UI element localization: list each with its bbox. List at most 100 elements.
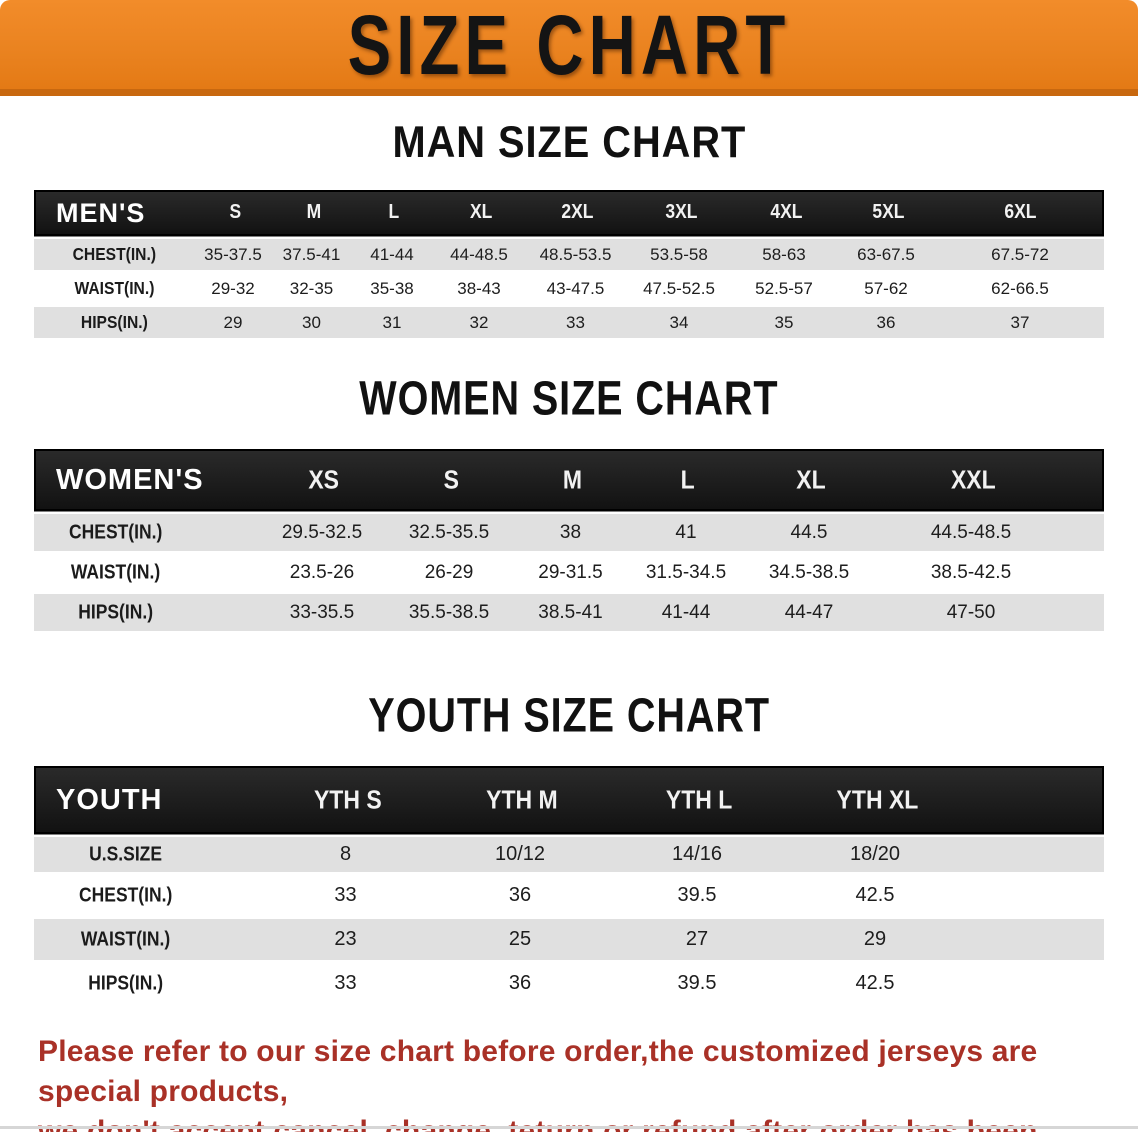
size-value: 44-47 (784, 601, 834, 623)
size-column-header: L (388, 201, 400, 224)
youth-ussize-row: U.S.SIZE 8 10/12 14/16 18/20 (34, 837, 1104, 872)
size-value: 38.5-42.5 (930, 561, 1012, 583)
size-value: 36 (508, 972, 532, 994)
size-value: 35-37.5 (204, 244, 262, 264)
size-value: 36 (508, 884, 532, 906)
size-value: 10/12 (494, 843, 546, 865)
size-value: 42.5 (855, 884, 895, 906)
size-value: 33 (566, 312, 585, 332)
size-value: 32.5-35.5 (408, 521, 490, 543)
size-column-header: 6XL (1003, 201, 1037, 224)
size-value: 33 (334, 884, 357, 906)
size-column-header: YTH M (486, 784, 558, 815)
size-column-header: XL (469, 201, 493, 224)
size-column-header: 5XL (871, 201, 905, 224)
size-value: 41-44 (370, 244, 414, 264)
men-waist-row: WAIST(IN.) 29-32 32-35 35-38 38-43 43-47… (34, 273, 1104, 304)
youth-chest-row: CHEST(IN.) 33 36 39.5 42.5 (34, 875, 1104, 916)
men-size-table: MEN'S S M L XL 2XL 3XL 4XL 5XL 6XL CHEST… (34, 190, 1104, 338)
size-value: 8 (339, 843, 352, 865)
size-value: 63-67.5 (857, 244, 915, 264)
size-value: 34 (669, 312, 689, 332)
size-column-header: YTH XL (836, 784, 918, 815)
women-chest-row: CHEST(IN.) 29.5-32.5 32.5-35.5 38 41 44.… (34, 514, 1104, 551)
size-value: 47-50 (946, 601, 996, 623)
men-section-heading-text: MAN SIZE CHART (392, 117, 746, 167)
size-value: 29 (223, 312, 243, 332)
banner: SIZE CHART (0, 0, 1138, 96)
disclaimer-line-1: Please refer to our size chart before or… (38, 1035, 1038, 1108)
size-value: 32-35 (289, 278, 334, 298)
size-value: 36 (876, 312, 896, 332)
size-value: 41-44 (661, 601, 711, 623)
size-value: 35-38 (370, 278, 414, 298)
size-value: 43-47.5 (546, 278, 605, 298)
size-value: 53.5-58 (650, 244, 708, 264)
size-value: 23 (334, 928, 357, 950)
size-value: 44.5 (790, 521, 828, 543)
size-value: 38-43 (457, 278, 501, 298)
size-value: 37.5-41 (282, 244, 341, 264)
size-value: 34.5-38.5 (768, 561, 850, 583)
size-value: 58-63 (762, 244, 806, 264)
disclaimer-line-2: we don't accept cancel, change, teturn o… (38, 1115, 1038, 1132)
size-column-header: M (306, 201, 321, 224)
youth-hips-row: HIPS(IN.) 33 36 39.5 42.5 (34, 963, 1104, 1004)
men-header-title: MEN'S (56, 197, 146, 228)
youth-header-title: YOUTH (56, 783, 163, 816)
size-value: 47.5-52.5 (643, 278, 715, 298)
size-value: 57-62 (864, 278, 908, 298)
banner-title: SIZE CHART (347, 0, 791, 93)
men-chest-row: CHEST(IN.) 35-37.5 37.5-41 41-44 44-48.5… (34, 239, 1104, 270)
size-value: 27 (685, 928, 709, 950)
size-value: 31.5-34.5 (645, 561, 727, 583)
size-value: 25 (508, 928, 532, 950)
men-header-row: MEN'S S M L XL 2XL 3XL 4XL 5XL 6XL (34, 190, 1104, 236)
row-label: HIPS(IN.) (80, 312, 148, 332)
size-value: 41 (675, 521, 697, 543)
size-value: 29.5-32.5 (281, 521, 363, 543)
size-column-header: 2XL (561, 201, 594, 224)
row-label: WAIST(IN.) (80, 927, 171, 950)
size-column-header: XL (796, 464, 826, 495)
size-value: 14/16 (671, 843, 723, 865)
size-value: 33 (334, 972, 357, 994)
size-value: 35 (774, 312, 794, 332)
size-column-header: 4XL (769, 201, 803, 224)
row-label: HIPS(IN.) (88, 971, 163, 994)
row-label: CHEST(IN.) (72, 244, 156, 264)
women-header-row: WOMEN'S XS S M L XL XXL (34, 449, 1104, 511)
size-value: 42.5 (855, 972, 895, 994)
size-value: 44-48.5 (450, 244, 508, 264)
women-hips-row: HIPS(IN.) 33-35.5 35.5-38.5 38.5-41 41-4… (34, 594, 1104, 631)
size-value: 44.5-48.5 (930, 521, 1012, 543)
size-value: 38.5-41 (538, 601, 603, 623)
size-value: 29 (863, 928, 887, 950)
row-label: CHEST(IN.) (68, 520, 163, 543)
women-header-title: WOMEN'S (56, 463, 204, 496)
disclaimer-text: Please refer to our size chart before or… (38, 1032, 1110, 1132)
size-value: 52.5-57 (755, 278, 813, 298)
size-value: 39.5 (677, 972, 717, 994)
men-section-heading: MAN SIZE CHART (0, 117, 1138, 167)
row-label: WAIST(IN.) (74, 278, 154, 298)
size-value: 48.5-53.5 (539, 244, 612, 264)
size-value: 29-31.5 (538, 561, 603, 583)
size-column-header: XXL (950, 464, 996, 495)
youth-section-heading-text: YOUTH SIZE CHART (368, 688, 770, 743)
men-hips-row: HIPS(IN.) 29 30 31 32 33 34 35 36 37 (34, 307, 1104, 338)
size-value: 62-66.5 (991, 278, 1049, 298)
size-value: 18/20 (849, 843, 901, 865)
youth-waist-row: WAIST(IN.) 23 25 27 29 (34, 919, 1104, 960)
women-section-heading-text: WOMEN SIZE CHART (359, 371, 779, 426)
size-value: 33-35.5 (289, 601, 355, 623)
row-label: HIPS(IN.) (78, 600, 153, 623)
row-label: WAIST(IN.) (70, 560, 161, 583)
women-section-heading: WOMEN SIZE CHART (0, 371, 1138, 426)
size-value: 39.5 (677, 884, 717, 906)
row-label: CHEST(IN.) (78, 883, 173, 906)
size-value: 23.5-26 (289, 561, 355, 583)
size-value: 30 (302, 312, 321, 332)
bottom-divider (0, 1126, 1138, 1129)
